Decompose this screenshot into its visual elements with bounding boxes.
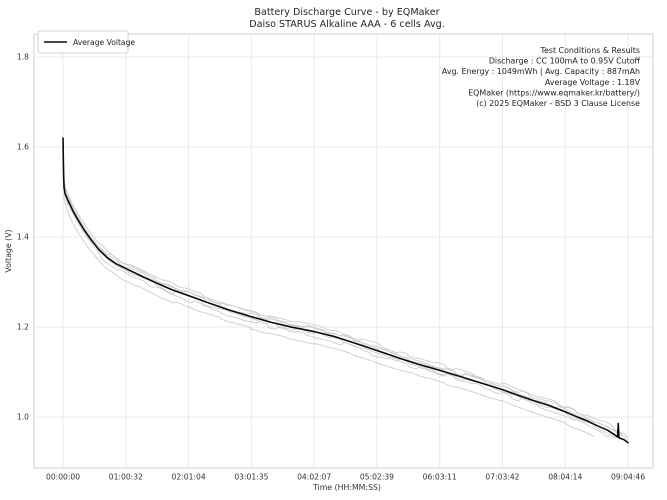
x-tick-label: 08:04:14: [548, 473, 582, 482]
chart-subtitle: Daiso STARUS Alkaline AAA - 6 cells Avg.: [249, 19, 445, 30]
x-tick-label: 05:02:39: [360, 473, 394, 482]
x-tick-label: 03:01:35: [234, 473, 268, 482]
y-tick-label: 1.2: [17, 323, 29, 332]
annotation-box: Test Conditions & Results Discharge : CC…: [442, 46, 641, 108]
x-tick-label: 07:03:42: [485, 473, 519, 482]
x-tick-label: 02:01:04: [172, 473, 206, 482]
average-voltage-line: [62, 137, 629, 444]
plot-area-border: [33, 33, 654, 469]
y-tick-label: 1.0: [17, 413, 29, 422]
cell-voltage-line: [62, 164, 595, 437]
annotation-line: Avg. Energy : 1049mWh | Avg. Capacity : …: [442, 67, 640, 76]
legend: Average Voltage: [37, 30, 135, 54]
cell-voltage-line: [62, 149, 617, 439]
annotation-line: (c) 2025 EQMaker - BSD 3 Clause License: [476, 99, 640, 108]
x-tick-labels: 00:00:00 01:00:32 02:01:04 03:01:35 04:02:07…: [46, 473, 645, 482]
average-voltage-path: [62, 137, 629, 444]
x-tick-label: 04:02:07: [297, 473, 331, 482]
x-tick-label: 09:04:46: [611, 473, 645, 482]
annotation-line: Test Conditions & Results: [540, 46, 640, 55]
grid: [34, 34, 653, 468]
cell-voltage-line: [62, 140, 622, 436]
annotation-line: Discharge : CC 100mA to 0.95V Cutoff: [489, 57, 641, 66]
y-tick-label: 1.8: [17, 53, 29, 62]
cell-voltage-line: [62, 152, 610, 438]
y-tick-labels: 1.0 1.2 1.4 1.6 1.8: [17, 53, 29, 422]
y-axis-label: Voltage (V): [4, 229, 13, 272]
annotation-line: Average Voltage : 1.18V: [545, 78, 641, 87]
annotation-line: EQMaker (https://www.eqmaker.kr/battery/…: [468, 88, 640, 97]
y-tick-label: 1.6: [17, 143, 29, 152]
x-tick-label: 06:03:11: [423, 473, 457, 482]
x-tick-label: 00:00:00: [46, 473, 80, 482]
cell-voltage-line: [62, 143, 629, 441]
x-axis-label: Time (HH:MM:SS): [312, 483, 381, 492]
cell-voltage-lines: [62, 137, 629, 441]
y-tick-label: 1.4: [17, 233, 29, 242]
chart-title: Battery Discharge Curve - by EQMaker: [254, 7, 439, 18]
legend-label: Average Voltage: [73, 38, 135, 47]
x-tick-label: 01:00:32: [109, 473, 143, 482]
legend-box: [37, 30, 129, 54]
cell-voltage-line: [62, 137, 629, 438]
